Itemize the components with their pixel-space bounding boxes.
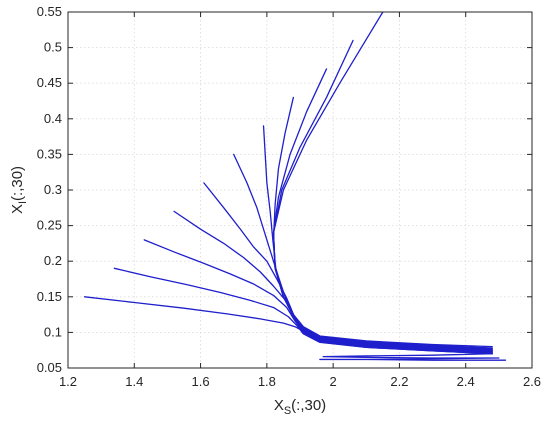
series-line-9: [143, 239, 493, 354]
y-tick-label: 0.5: [44, 40, 62, 55]
series-line-11: [83, 296, 493, 355]
y-tick-labels: 0.05 0.1 0.15 0.2 0.25 0.3 0.35 0.4 0.45 0.5 0.55: [37, 4, 62, 375]
series-line-5: [262, 125, 493, 351]
x-axis-label: XS(:,30): [274, 397, 326, 417]
y-axis-label-suffix: (:,30): [9, 166, 26, 201]
x-tick-label: 2.2: [390, 374, 408, 389]
x-tick-label: 1.6: [192, 374, 210, 389]
x-tick-labels: 1.2 1.4 1.6 1.8 2 2.2 2.4 2.6: [59, 374, 541, 389]
series-line-6: [233, 153, 493, 352]
y-tick-label: 0.25: [37, 218, 62, 233]
y-tick-label: 0.05: [37, 360, 62, 375]
x-axis-label-suffix: (:,30): [291, 397, 326, 414]
x-tick-label: 1.2: [59, 374, 77, 389]
y-tick-label: 0.1: [44, 324, 62, 339]
y-axis-label-main: X: [9, 204, 26, 214]
y-tick-label: 0.3: [44, 182, 62, 197]
x-axis-label-sub: S: [284, 405, 291, 417]
y-tick-label: 0.55: [37, 4, 62, 19]
y-tick-label: 0.2: [44, 253, 62, 268]
x-tick-label: 2: [330, 374, 337, 389]
series-line-12: [319, 353, 507, 361]
x-tick-label: 1.4: [125, 374, 143, 389]
series-line-7: [203, 182, 493, 353]
series-line-8: [173, 210, 493, 353]
series-lines: [83, 11, 507, 361]
tick-marks: [67, 11, 533, 369]
y-tick-label: 0.45: [37, 75, 62, 90]
y-axis-label: XI(:,30): [9, 166, 29, 214]
y-axis-label-sub: I: [17, 201, 29, 204]
x-tick-label: 2.6: [523, 374, 541, 389]
x-tick-label: 2.4: [457, 374, 475, 389]
x-axis-label-main: X: [274, 397, 284, 414]
y-tick-label: 0.35: [37, 146, 62, 161]
y-tick-label: 0.4: [44, 111, 62, 126]
y-tick-label: 0.15: [37, 289, 62, 304]
x-tick-label: 1.8: [258, 374, 276, 389]
